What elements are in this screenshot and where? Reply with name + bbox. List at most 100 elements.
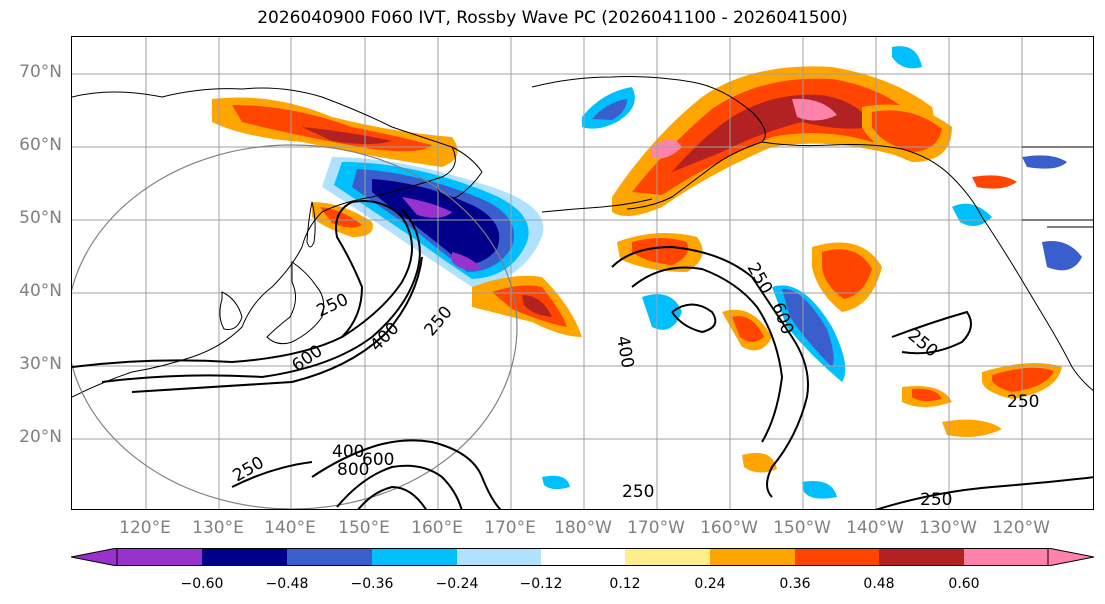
colorbar-tick: 0.36 [779,576,811,592]
coast-canada-borders [1022,146,1093,228]
colorbar-bin [710,548,795,566]
map-panel: 250 400 600 250 400 600 250 400 600 800 … [71,36,1094,510]
lon-label-160e: 160°E [411,518,463,538]
contour-label: 250 [743,260,777,298]
contour-600-low [336,464,463,509]
colorbar-over-arrow [1047,548,1094,566]
map-canvas: 250 400 600 250 400 600 250 400 600 800 … [72,37,1093,510]
lon-label-150w: 150°W [773,518,831,538]
lon-label-170w: 170°W [627,518,685,538]
contour-label: 400 [366,318,403,355]
map-title: 2026040900 F060 IVT, Rossby Wave PC (202… [257,8,848,28]
coast-alaska [531,76,983,218]
colorbar-tick: −0.36 [350,576,394,592]
anomaly-midpac-red [632,238,688,265]
anomaly-central-darkred [522,295,552,317]
contour-label: 250 [230,453,268,487]
colorbar [71,548,1094,566]
contour-250-sw [231,461,313,488]
anomaly-alaska-deepblue [592,99,627,120]
lat-label-70: 70°N [19,62,62,82]
coast-aleutians [541,198,653,213]
colorbar-tick: −0.60 [180,576,224,592]
contour-label: 250 [1007,392,1039,412]
lon-label-140w: 140°W [846,518,904,538]
contour-label: 250 [314,290,352,322]
colorbar-bin [795,548,879,566]
contour-label: 250 [920,490,952,510]
anomaly-hawaii-blue [542,475,837,499]
contour-400-east [631,266,784,443]
contour-600-east [671,303,717,334]
colorbar-bin [457,548,541,566]
colorbar-bin [625,548,710,566]
contour-250-west [72,200,413,368]
lat-label-20: 20°N [19,427,62,447]
contour-400-low [311,439,502,509]
anomaly-canada-red [872,110,942,152]
anomaly-siberia-darkred [302,127,392,144]
anomaly-canada-blue [1022,155,1082,271]
coastlines [72,76,1093,398]
lat-label-60: 60°N [19,135,62,155]
contour-250-se [875,476,1093,509]
contour-label: 250 [622,482,654,502]
lon-label-150e: 150°E [338,518,390,538]
lon-label-140e: 140°E [264,518,316,538]
contour-800-low [357,485,427,509]
coast-northamerica [981,216,1093,392]
anomaly-140w-red [822,249,872,299]
lon-label-180w: 180°W [554,518,612,538]
colorbar-under-arrow [71,548,118,566]
anomaly-pacific-purple [402,197,482,271]
contour-label: 800 [337,460,369,480]
lat-label-40: 40°N [19,281,62,301]
anomaly-canada-small [972,175,1017,189]
contour-label: 400 [332,442,364,462]
colorbar-outline [116,548,1049,566]
coast-sakhalin [306,201,316,248]
coast-japan [266,261,325,345]
anomaly-japan-red [320,207,362,228]
colorbar-bin [541,548,625,566]
anomaly-california-red [912,367,1054,402]
ivt-anomaly-shading [212,46,1082,499]
lon-label-160w: 160°W [700,518,758,538]
contour-250-ca [891,310,972,355]
lon-label-120e: 120°E [119,518,171,538]
colorbar-tick: 0.48 [863,576,895,592]
colorbar-tick: 0.24 [694,576,726,592]
contour-400-west [101,208,421,383]
contour-600-west [131,256,423,393]
anomaly-alaska-pink [652,98,837,159]
lat-label-30: 30°N [19,354,62,374]
anomaly-midpac-blue [642,294,682,330]
coast-asia [72,87,456,398]
anomaly-alaska-blue [582,46,922,129]
anomaly-pacific-navy [372,179,500,264]
colorbar-tick: −0.12 [519,576,563,592]
contour-label: 600 [362,450,394,470]
colorbar-tick: 0.60 [948,576,980,592]
colorbar-tick: −0.24 [435,576,479,592]
lon-label-130e: 130°E [192,518,244,538]
contour-label: 250 [421,302,457,340]
colorbar-bin [202,548,287,566]
coast-korea [219,291,243,330]
contour-label: 400 [612,334,637,369]
colorbar-tick: −0.48 [265,576,309,592]
colorbar-bin [117,548,202,566]
contour-250-east [611,245,809,498]
lon-label-120w: 120°W [992,518,1050,538]
graticule [72,37,1093,509]
colorbar-bin [287,548,372,566]
lon-label-170e: 170°E [484,518,536,538]
coast-kamchatka [436,146,483,199]
colorbar-bin [964,548,1048,566]
anomaly-hawaii-orange [742,452,777,473]
lon-label-130w: 130°W [919,518,977,538]
anomaly-150w-red [732,316,764,342]
contour-labels: 250 400 600 250 400 600 250 400 600 800 … [230,260,1040,510]
great-circle [72,144,518,509]
pc-contours [72,200,1093,509]
